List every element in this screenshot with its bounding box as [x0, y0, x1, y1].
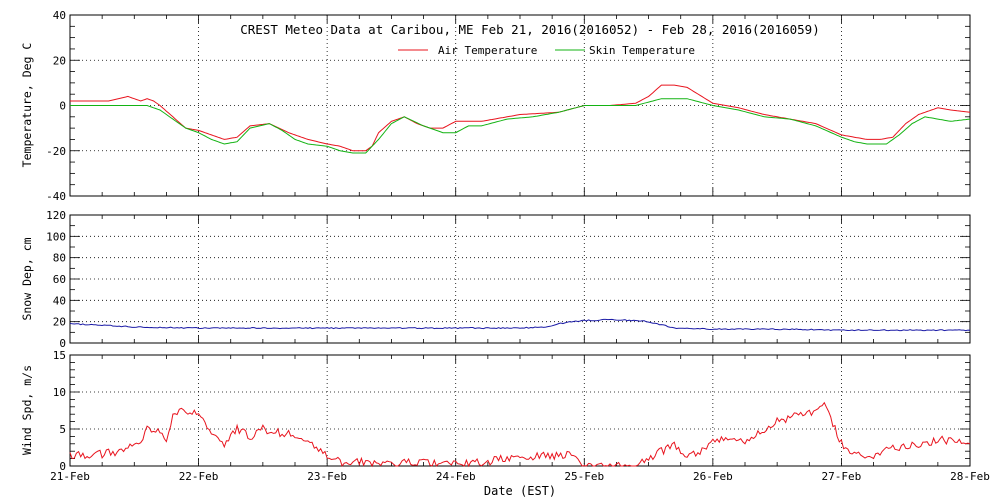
snow-depth-ytick-label: 100 — [46, 230, 66, 243]
axis-ticks — [69, 14, 971, 467]
wind-speed-ytick-label: 5 — [59, 423, 66, 436]
snow-depth-axis-label: Snow Dep, cm — [20, 237, 34, 320]
x-tick-label: 27-Feb — [822, 470, 862, 483]
snow-depth-ytick-label: 40 — [53, 294, 66, 307]
temperature-ytick-label: 0 — [59, 100, 66, 113]
grid-lines — [70, 15, 970, 466]
x-tick-label: 22-Feb — [179, 470, 219, 483]
temperature-axis-label: Temperature, Deg C — [20, 43, 34, 168]
legend-label-skin-temperature: Skin Temperature — [589, 44, 695, 57]
wind-speed-ytick-label: 15 — [53, 349, 66, 362]
wind-speed-panel-frame — [69, 354, 971, 467]
x-tick-label: 23-Feb — [307, 470, 347, 483]
data-series — [69, 84, 971, 468]
wind-speed-series-line — [69, 401, 971, 468]
temperature-air-temperature-line — [70, 84, 971, 152]
wind-speed-axis-label: Wind Spd, m/s — [20, 365, 34, 455]
snow-depth-ytick-label: 0 — [59, 337, 66, 350]
snow-depth-series-line — [69, 318, 971, 332]
snow-depth-ytick-label: 20 — [53, 316, 66, 329]
temperature-ytick-label: 40 — [53, 9, 66, 22]
temperature-ytick-label: -40 — [46, 190, 66, 203]
x-tick-label: 28-Feb — [950, 470, 990, 483]
snow-depth-ytick-label: 60 — [53, 273, 66, 286]
x-tick-label: 21-Feb — [50, 470, 90, 483]
snow-depth-ytick-label: 80 — [53, 252, 66, 265]
legend-label-air-temperature: Air Temperature — [438, 44, 537, 57]
figure-title: CREST Meteo Data at Caribou, ME Feb 21, … — [240, 22, 819, 37]
x-axis-label: Date (EST) — [484, 484, 556, 498]
wind-speed-ytick-label: 10 — [53, 386, 66, 399]
snow-depth-ytick-label: 120 — [46, 209, 66, 222]
x-tick-label: 24-Feb — [436, 470, 476, 483]
axis-labels: -40 -20 0 20 40 0 20 40 60 80 100 120 0 5 10 15 21-Feb 22… — [46, 9, 990, 483]
temperature-skin-temperature-line — [70, 98, 971, 154]
wind-speed-ytick-label: 0 — [59, 460, 66, 473]
temperature-ytick-label: -20 — [46, 145, 66, 158]
temperature-ytick-label: 20 — [53, 54, 66, 67]
legend: Air Temperature Skin Temperature — [398, 44, 695, 57]
x-tick-label: 25-Feb — [564, 470, 604, 483]
x-tick-label: 26-Feb — [693, 470, 733, 483]
